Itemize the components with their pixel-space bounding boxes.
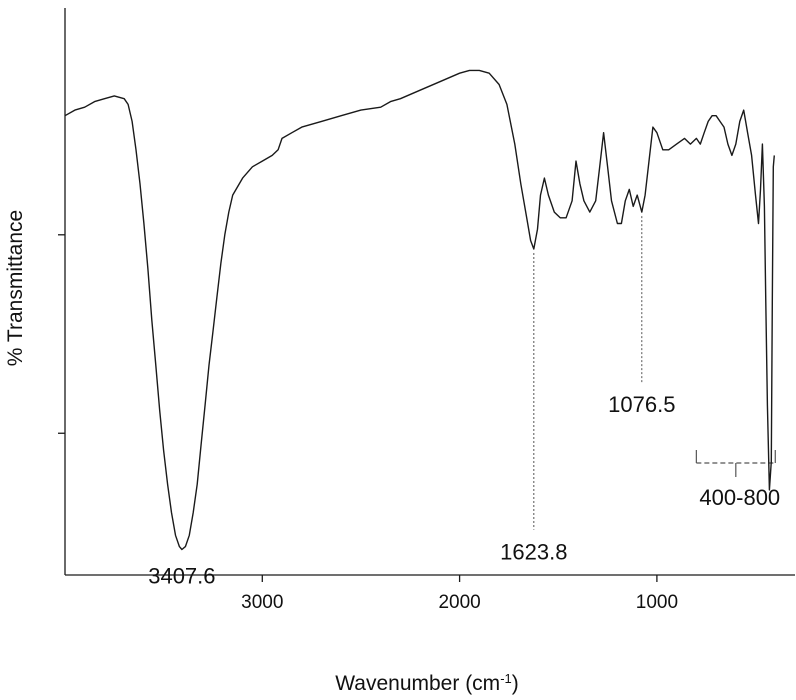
range-label: 400-800 [699, 485, 780, 510]
spectrum-line [64, 69, 775, 551]
x-axis-title-sup: -1 [500, 671, 512, 686]
peak-label: 1076.5 [608, 392, 675, 417]
peak-label: 1623.8 [500, 540, 567, 565]
y-axis-title: % Transmittance [4, 210, 27, 366]
x-axis-title-main: Wavenumber (cm [335, 672, 500, 695]
labels: 3407.6 1623.8 1076.5 400-800 [148, 392, 780, 588]
x-axis-title-suffix: ) [512, 672, 519, 695]
axes [64, 8, 795, 576]
peak-label: 3407.6 [148, 563, 215, 588]
x-tick-label: 3000 [241, 592, 283, 613]
range-bracket [695, 450, 776, 477]
x-tick-label: 1000 [636, 592, 678, 613]
ticks: 3000 2000 1000 [58, 234, 678, 613]
x-axis-title: Wavenumber (cm-1) [335, 671, 519, 696]
x-tick-label: 2000 [438, 592, 480, 613]
leader-lines [533, 216, 776, 530]
